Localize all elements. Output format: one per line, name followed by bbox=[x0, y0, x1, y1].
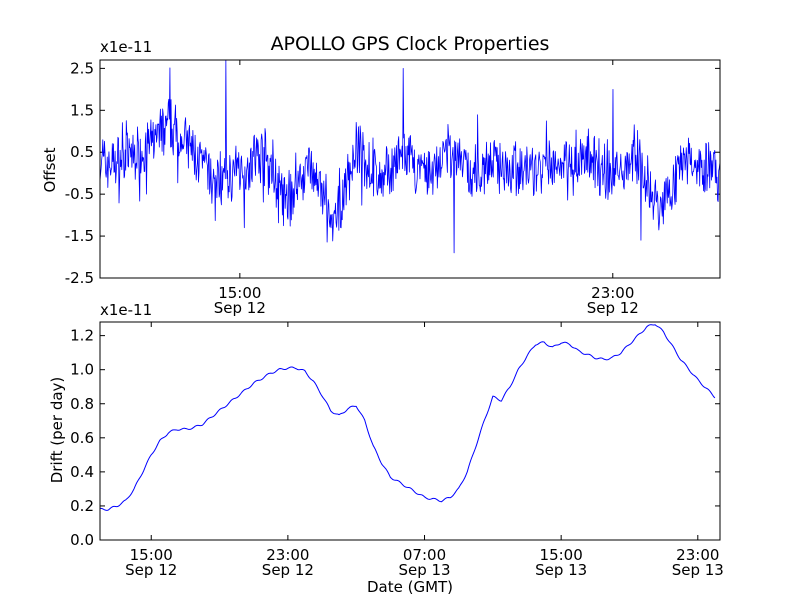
offset-series-line bbox=[99, 59, 721, 254]
drift-y-tick-label: 0.4 bbox=[70, 463, 94, 481]
offset-y-tick-label: -1.5 bbox=[65, 227, 94, 245]
drift-y-tick-label: 1.0 bbox=[70, 361, 94, 379]
drift-y-tick-label: 1.2 bbox=[70, 327, 94, 345]
drift-y-tick-label: 0.0 bbox=[70, 531, 94, 549]
drift-x-tick-time: 07:00 bbox=[403, 546, 446, 564]
offset-y-tick-label: 2.5 bbox=[70, 59, 94, 77]
offset-x-tick-date: Sep 12 bbox=[587, 299, 639, 317]
drift-x-tick-date: Sep 12 bbox=[262, 561, 314, 579]
offset-y-tick-label: -2.5 bbox=[65, 269, 94, 287]
drift-x-tick-date: Sep 13 bbox=[535, 561, 587, 579]
drift-exponent-label: x1e-11 bbox=[100, 301, 152, 319]
drift-y-ticks: 1.2 1.0 0.8 0.6 0.4 0.2 0.0 bbox=[70, 327, 94, 549]
drift-x-tick-date: Sep 12 bbox=[125, 561, 177, 579]
drift-x-tick-date: Sep 13 bbox=[398, 561, 450, 579]
offset-y-tick-label: -0.5 bbox=[65, 185, 94, 203]
drift-series-line bbox=[99, 324, 716, 511]
drift-x-tick-date: Sep 13 bbox=[672, 561, 724, 579]
drift-x-tick-time: 23:00 bbox=[676, 546, 719, 564]
chart-title: APOLLO GPS Clock Properties bbox=[271, 33, 550, 55]
offset-x-tick-time: 15:00 bbox=[218, 284, 261, 302]
offset-axes-frame bbox=[99, 59, 721, 279]
offset-exponent-label: x1e-11 bbox=[100, 38, 152, 56]
offset-y-axis-label: Offset bbox=[41, 147, 59, 192]
drift-axes-frame bbox=[99, 321, 721, 541]
drift-x-tick-time: 23:00 bbox=[266, 546, 309, 564]
drift-y-axis-label: Drift (per day) bbox=[48, 377, 66, 484]
drift-tick-marks bbox=[100, 322, 720, 541]
drift-y-tick-label: 0.6 bbox=[70, 429, 94, 447]
offset-x-tick-date: Sep 12 bbox=[214, 299, 266, 317]
offset-tick-marks bbox=[100, 60, 720, 279]
offset-y-tick-label: 0.5 bbox=[70, 143, 94, 161]
offset-plot-area bbox=[99, 59, 721, 254]
offset-y-ticks: 2.5 1.5 0.5 -0.5 -1.5 -2.5 bbox=[65, 59, 94, 287]
drift-x-axis-label: Date (GMT) bbox=[367, 578, 453, 596]
offset-y-tick-label: 1.5 bbox=[70, 101, 94, 119]
drift-y-tick-label: 0.2 bbox=[70, 497, 94, 515]
drift-y-tick-label: 0.8 bbox=[70, 395, 94, 413]
drift-panel: x1e-11 Drift (per day) Date (GMT) 1.2 1.0… bbox=[48, 301, 724, 596]
drift-x-tick-time: 15:00 bbox=[540, 546, 583, 564]
offset-x-tick-time: 23:00 bbox=[591, 284, 634, 302]
drift-plot-area bbox=[99, 324, 716, 511]
offset-panel: x1e-11 Offset 2.5 1.5 0.5 -0.5 -1.5 -2.5 15:0… bbox=[41, 38, 721, 317]
drift-x-tick-time: 15:00 bbox=[130, 546, 173, 564]
